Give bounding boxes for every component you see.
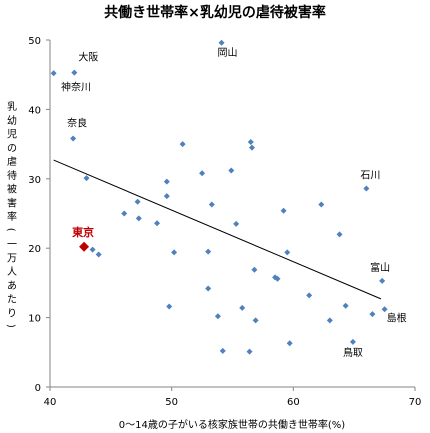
data-points [50, 39, 388, 355]
data-point [248, 144, 255, 151]
y-tick-label: 0 [35, 383, 41, 394]
data-point [166, 303, 173, 310]
y-axis-title-char: り [7, 307, 17, 319]
data-point [247, 139, 254, 146]
data-point [252, 317, 259, 324]
y-tick-label: 20 [28, 244, 41, 255]
data-point [95, 251, 102, 258]
data-point [50, 70, 57, 77]
data-point [251, 266, 258, 273]
y-axis-title-char: 待 [7, 169, 17, 182]
point-label: 奈良 [67, 117, 87, 130]
y-axis-title-char: 一 [7, 240, 17, 251]
data-point [89, 246, 96, 253]
x-tick-label: 60 [287, 397, 300, 408]
x-tick-label: 50 [165, 397, 178, 408]
data-point [381, 306, 388, 313]
highlight-point [79, 241, 90, 252]
y-axis-title-char: た [7, 294, 17, 306]
data-point [274, 275, 281, 282]
data-point [286, 340, 293, 347]
data-point [280, 207, 287, 214]
y-axis-title-char: 被 [7, 183, 17, 196]
y-axis-title-char: の [7, 143, 17, 154]
data-point [134, 198, 141, 205]
data-point [135, 215, 142, 222]
y-axis-title-char: 幼 [7, 114, 17, 127]
data-point [179, 141, 186, 148]
y-tick-label: 50 [28, 36, 41, 47]
data-point [205, 285, 212, 292]
y-axis-title-char: あ [7, 280, 17, 292]
data-point [246, 348, 253, 355]
data-point [163, 178, 170, 185]
trend-line [53, 159, 382, 300]
point-label: 岡山 [218, 47, 238, 59]
point-label: 大阪 [78, 51, 98, 64]
data-point [363, 185, 370, 192]
data-point [228, 167, 235, 174]
y-axis-title-char: 率 [7, 210, 17, 223]
data-point [349, 338, 356, 345]
data-point [379, 277, 386, 284]
y-axis-title-char: 害 [7, 196, 17, 209]
point-label: 神奈川 [61, 80, 91, 93]
x-axis-ticks: 40 50 60 70 [44, 387, 422, 408]
data-point [214, 313, 221, 320]
y-tick-label: 10 [28, 314, 41, 325]
point-label: 石川 [360, 171, 380, 182]
chart-title: 共働き世帯率×乳幼児の虐待被害率 [104, 4, 326, 21]
data-point [342, 302, 349, 309]
data-point [205, 248, 212, 255]
data-point [239, 304, 246, 311]
data-point [71, 69, 78, 76]
highlight-label: 東京 [72, 225, 94, 239]
data-point [70, 135, 77, 142]
data-point [284, 249, 291, 256]
data-point [369, 311, 376, 318]
data-point [218, 39, 225, 46]
y-axis-title-char: ) [5, 324, 16, 328]
y-axis-title-char: 児 [7, 129, 17, 141]
x-tick-label: 40 [44, 397, 57, 408]
x-axis-title: 0〜14歳の子がいる核家族世帯の共働き世帯率(%) [119, 418, 345, 431]
data-point [83, 175, 90, 182]
point-label: 鳥取 [343, 346, 363, 359]
data-point [326, 317, 333, 324]
x-tick-label: 70 [409, 397, 422, 408]
data-point [199, 170, 206, 177]
data-point [121, 210, 128, 217]
point-label: 富山 [370, 261, 390, 274]
y-axis-title-char: 人 [7, 266, 17, 278]
y-axis-ticks: 0 10 20 30 40 50 [28, 36, 50, 394]
y-axis-title-char: 虐 [7, 155, 17, 168]
data-point [208, 201, 215, 208]
y-axis-title-char: 万 [7, 253, 17, 264]
data-point [233, 220, 240, 227]
y-tick-label: 30 [28, 175, 41, 186]
data-point [171, 249, 178, 256]
point-label: 島根 [387, 311, 407, 324]
y-axis-title-char: ( [5, 228, 16, 232]
data-point [306, 292, 313, 299]
y-axis-title-char: 乳 [7, 100, 17, 113]
data-point [154, 220, 161, 227]
data-point [163, 193, 170, 200]
data-point [318, 201, 325, 208]
data-point [219, 347, 226, 354]
data-point [336, 231, 343, 238]
y-tick-label: 40 [28, 105, 41, 116]
